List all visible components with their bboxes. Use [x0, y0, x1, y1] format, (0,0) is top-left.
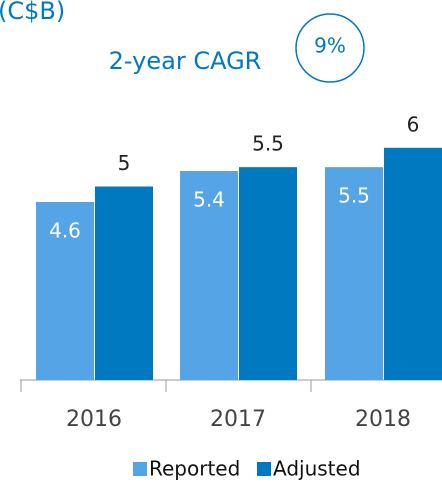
chart-title: (C$B) — [0, 0, 65, 25]
value-label: 6 — [407, 112, 420, 136]
bar — [239, 167, 297, 380]
x-tick-label: 2017 — [210, 407, 266, 432]
x-tick-label: 2018 — [355, 407, 411, 432]
value-label: 5.4 — [193, 188, 225, 212]
bar — [95, 186, 153, 380]
legend-label: Adjusted — [273, 457, 361, 481]
value-label: 5 — [118, 151, 131, 175]
cagr-label: 9% — [314, 34, 346, 58]
x-tick-label: 2016 — [66, 407, 122, 432]
legend-label: Reported — [149, 457, 240, 481]
bar — [325, 167, 383, 380]
legend-swatch — [257, 462, 271, 476]
value-label: 5.5 — [338, 184, 370, 208]
value-label: 5.5 — [252, 132, 284, 156]
subtitle: 2-year CAGR — [109, 47, 262, 75]
cagr-circle — [295, 13, 365, 83]
bar — [36, 201, 94, 380]
bar — [180, 171, 238, 380]
value-label: 4.6 — [49, 218, 81, 242]
bar — [384, 147, 442, 380]
legend-swatch — [133, 462, 147, 476]
